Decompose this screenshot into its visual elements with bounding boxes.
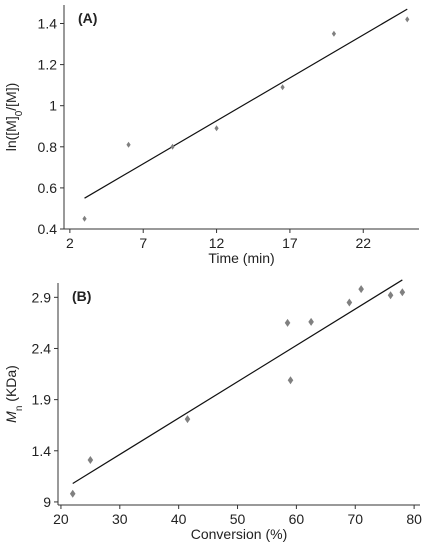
y-label-part: 0 [14, 110, 25, 116]
y-label-part: n [14, 406, 25, 412]
x-tick-label: 7 [139, 235, 147, 251]
point [87, 455, 94, 464]
fit-line [72, 279, 403, 485]
y-label-part: (KDa) [3, 365, 19, 405]
x-axis-label: Conversion (%) [191, 526, 287, 542]
point [170, 143, 175, 150]
x-tick-label: 50 [230, 511, 246, 527]
y-axis-label: Mn (KDa) [3, 365, 25, 423]
x-tick-label: 70 [347, 511, 363, 527]
point [82, 215, 87, 222]
y-tick-label: 2.4 [32, 340, 52, 356]
x-tick-label: 2 [66, 235, 74, 251]
point [399, 288, 406, 297]
x-tick-label: 80 [406, 511, 422, 527]
x-tick-label: 12 [209, 235, 225, 251]
panel-title: (A) [78, 10, 97, 26]
point [69, 489, 76, 498]
y-tick-label: 1.9 [32, 392, 52, 408]
point [284, 318, 291, 327]
point [126, 141, 131, 148]
point [358, 285, 364, 294]
y-label-part: M [3, 411, 19, 423]
point [405, 16, 410, 23]
y-tick-label: 0.6 [38, 180, 58, 196]
x-tick-label: 22 [355, 235, 371, 251]
x-axis-label: Time (min) [208, 250, 274, 266]
y-tick-label: 2.9 [32, 289, 52, 305]
point [214, 125, 219, 132]
x-tick-label: 17 [282, 235, 298, 251]
point [280, 84, 285, 91]
point [287, 376, 294, 385]
point [308, 317, 314, 326]
y-tick-label: 1 [49, 98, 57, 114]
point [387, 291, 394, 300]
x-tick-label: 60 [289, 511, 305, 527]
y-tick-label: 1.4 [32, 443, 52, 459]
x-tick-label: 40 [171, 511, 187, 527]
x-tick-label: 20 [53, 511, 69, 527]
y-axis-label: ln([M]0/[M]) [3, 83, 25, 152]
point [331, 30, 337, 37]
panel-title: (B) [72, 288, 91, 304]
y-label-part: /[M]) [3, 83, 19, 111]
x-tick-label: 30 [112, 511, 128, 527]
fit-line [84, 8, 408, 199]
y-tick-label: 9 [43, 494, 51, 510]
y-tick-label: 1.2 [38, 57, 58, 73]
y-tick-label: 0.8 [38, 139, 58, 155]
y-tick-label: 0.4 [38, 221, 58, 237]
y-label-part: ln([M] [3, 116, 19, 151]
y-tick-label: 1.4 [38, 15, 58, 31]
point [184, 415, 191, 424]
point [346, 298, 353, 307]
